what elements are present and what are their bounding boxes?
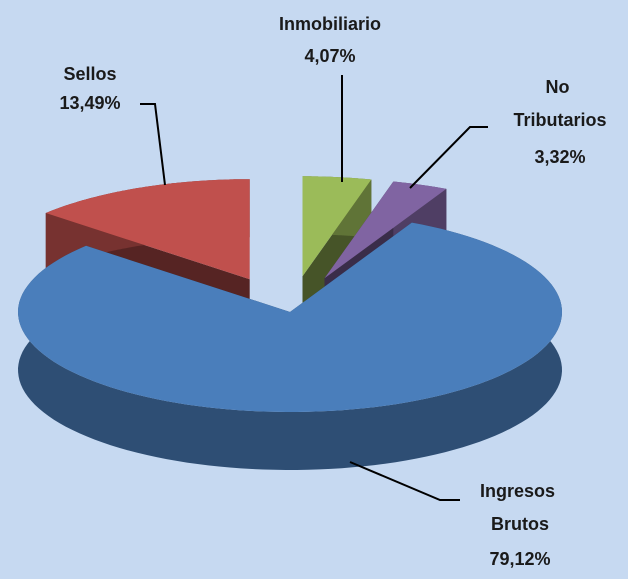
slice-top — [45, 179, 250, 280]
value-label: 3,32% — [534, 147, 585, 167]
category-label: Ingresos Brutos — [480, 481, 560, 534]
value-label: 4,07% — [304, 46, 355, 66]
slice-top — [324, 181, 447, 279]
value-label: 13,49% — [59, 93, 120, 113]
slice-top — [18, 222, 562, 412]
slice — [18, 222, 562, 470]
slice-top — [302, 176, 372, 277]
category-label: No Tributarios — [513, 77, 606, 130]
leader-line — [409, 126, 488, 189]
leader-line — [349, 461, 460, 501]
value-label: 79,12% — [489, 549, 550, 569]
slice-wall — [18, 222, 562, 470]
category-label: Inmobiliario — [279, 14, 381, 34]
category-label: Sellos — [63, 64, 116, 84]
leader-line — [140, 103, 166, 186]
